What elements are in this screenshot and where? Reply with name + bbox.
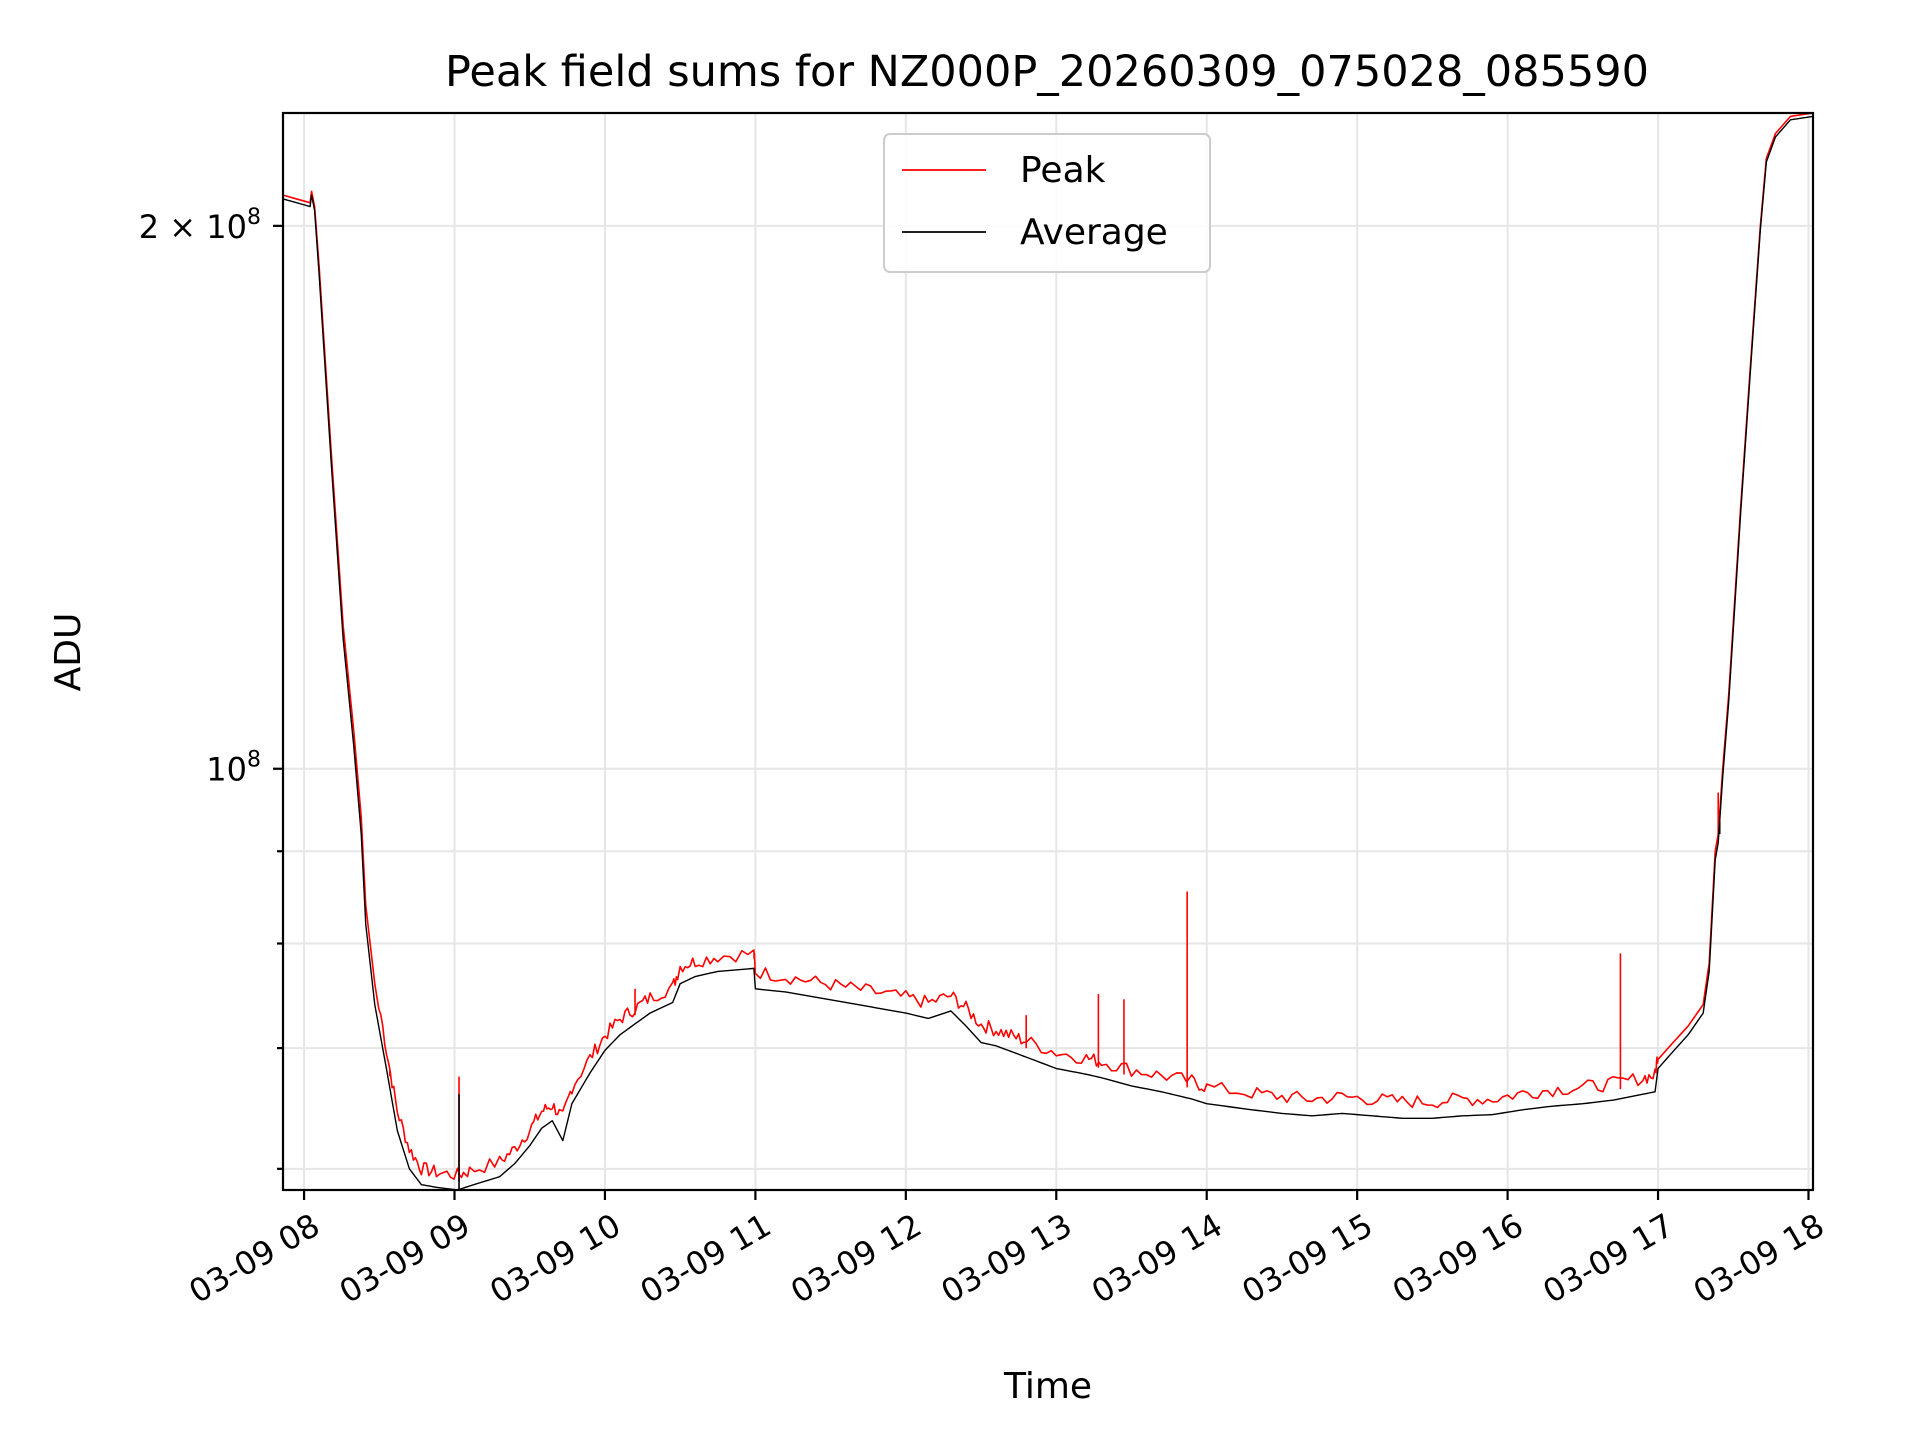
legend: Peak Average: [883, 133, 1211, 273]
x-axis-label: Time: [1003, 1366, 1092, 1407]
y-tick-label: 108: [206, 748, 261, 789]
y-tick-label-exponent: 8: [247, 205, 261, 230]
series-line-peak: [282, 112, 1814, 1180]
plot-frame: [281, 111, 1815, 1192]
legend-label-peak: Peak: [1020, 150, 1106, 191]
y-tick-label: 2 × 108: [139, 205, 261, 246]
y-tick-label-base: 10: [206, 751, 247, 789]
series-layer: [282, 112, 1814, 1191]
y-tick-label-base: 2 × 10: [139, 208, 247, 246]
chart-title: Peak field sums for NZ000P_20260309_0750…: [445, 47, 1649, 97]
grid-layer: [283, 113, 1813, 1190]
y-tick-label-exponent: 8: [247, 748, 261, 773]
series-line-average: [282, 115, 1814, 1191]
legend-box: [883, 133, 1211, 273]
y-axis-label: ADU: [48, 613, 89, 692]
legend-label-average: Average: [1020, 212, 1168, 253]
